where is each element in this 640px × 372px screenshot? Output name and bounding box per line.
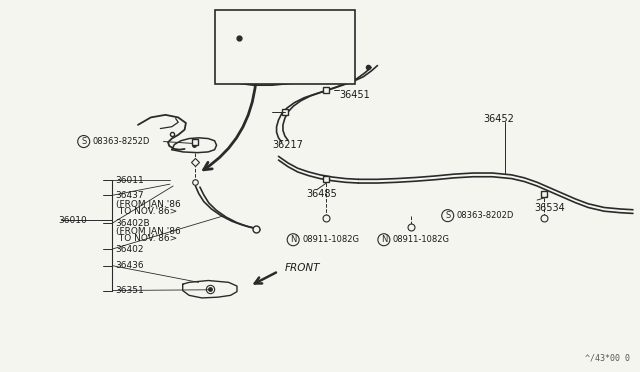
Text: 36011: 36011: [116, 176, 145, 185]
Text: ^/43*00 0: ^/43*00 0: [585, 353, 630, 362]
Text: 36217: 36217: [272, 140, 303, 150]
Text: 36534: 36534: [534, 203, 564, 213]
Text: FRONT: FRONT: [285, 263, 321, 273]
Text: TO NOV.'86>: TO NOV.'86>: [116, 208, 177, 217]
Text: 36485: 36485: [306, 189, 337, 199]
Text: 08911-1082G: 08911-1082G: [393, 235, 450, 244]
Text: <FROM NOV.'86>: <FROM NOV.'86>: [220, 17, 300, 26]
Text: 36010: 36010: [58, 216, 87, 225]
Text: 36436: 36436: [116, 261, 144, 270]
Text: N: N: [381, 235, 387, 244]
Text: (FROM JAN.'86: (FROM JAN.'86: [116, 200, 180, 209]
Text: 36544B: 36544B: [282, 33, 316, 42]
Text: (FROM JAN.'86: (FROM JAN.'86: [116, 227, 180, 236]
Text: 36402: 36402: [116, 244, 144, 253]
Text: TO NOV.'86>: TO NOV.'86>: [116, 234, 177, 243]
Text: 08363-8252D: 08363-8252D: [93, 137, 150, 146]
Text: 36452: 36452: [483, 114, 514, 124]
Text: 08911-1082G: 08911-1082G: [302, 235, 359, 244]
Text: S: S: [445, 211, 451, 220]
Text: S: S: [81, 137, 86, 146]
Text: 08363-8202D: 08363-8202D: [457, 211, 514, 220]
Bar: [214, 10, 355, 84]
Text: N: N: [290, 235, 296, 244]
Text: 36351: 36351: [116, 286, 145, 295]
Text: 36437: 36437: [116, 191, 144, 200]
Text: 36451: 36451: [339, 90, 370, 100]
Text: 36402B: 36402B: [116, 219, 150, 228]
